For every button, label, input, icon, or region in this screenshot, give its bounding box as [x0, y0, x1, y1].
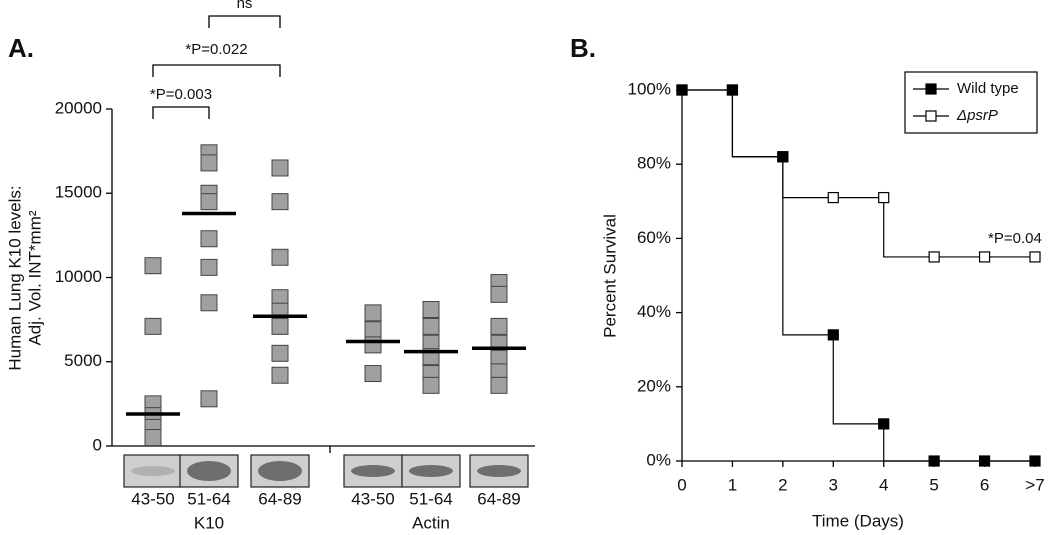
y-tick-label: 10000 [55, 267, 102, 286]
y-tick-label: 20% [637, 376, 671, 395]
blot-band [258, 461, 302, 481]
data-point [144, 429, 162, 447]
data-point [200, 294, 218, 312]
x-tick-label: 64-89 [258, 489, 301, 508]
data-point [364, 336, 382, 354]
data-point [978, 251, 991, 263]
data-point [422, 301, 440, 319]
data-point [928, 251, 940, 263]
data-point [200, 390, 218, 408]
bracket [152, 106, 210, 119]
legend-marker [925, 83, 937, 95]
panel-label: B. [570, 33, 596, 63]
x-tick-label: 51-64 [187, 489, 230, 508]
data-point [364, 321, 382, 339]
x-tick-label: 51-64 [409, 489, 452, 508]
x-tick-label: 2 [778, 475, 787, 494]
group-label: K10 [194, 513, 224, 532]
x-tick-label: 5 [929, 475, 938, 494]
data-point [1029, 455, 1041, 467]
data-point [422, 376, 440, 394]
legend-label: Wild type [957, 80, 1019, 97]
x-tick-label: 43-50 [351, 489, 394, 508]
data-point [777, 151, 789, 163]
blot-band [351, 465, 395, 477]
y-tick-label: 100% [628, 79, 671, 98]
data-point [200, 193, 218, 211]
x-tick-label: 4 [879, 475, 888, 494]
x-tick-label: 0 [677, 475, 686, 494]
x-tick-label: >7 [1025, 475, 1044, 494]
y-tick-label: 0 [93, 435, 102, 454]
data-point [144, 257, 162, 275]
y-tick-label: 40% [637, 302, 671, 321]
data-point [928, 455, 940, 467]
data-point [676, 84, 688, 96]
data-point [200, 154, 218, 172]
y-tick-label: 20000 [55, 98, 102, 117]
y-tick-label: 60% [637, 228, 671, 247]
y-axis-label: Human Lung K10 levels: [5, 185, 24, 370]
data-point [271, 248, 289, 266]
data-point [878, 191, 890, 204]
data-point [978, 455, 991, 467]
data-point [490, 317, 508, 335]
x-tick-label: 43-50 [131, 489, 174, 508]
annotation: ns [237, 0, 253, 12]
data-point [827, 191, 839, 204]
data-point [1029, 251, 1041, 263]
group-label: Actin [412, 513, 450, 532]
data-point [364, 365, 382, 383]
panel-label: A. [8, 33, 34, 63]
blot-band [477, 465, 521, 477]
data-point [271, 193, 289, 211]
x-tick-label: 64-89 [477, 489, 520, 508]
data-point [271, 366, 289, 384]
data-point [878, 418, 890, 430]
y-tick-label: 15000 [55, 183, 102, 202]
y-tick-label: 80% [637, 154, 671, 173]
bracket [152, 64, 281, 77]
x-tick-label: 6 [980, 475, 989, 494]
x-tick-label: 1 [728, 475, 737, 494]
y-axis-label: Percent Survival [600, 214, 619, 338]
data-point [271, 344, 289, 362]
blot-band [409, 465, 453, 477]
data-point [200, 230, 218, 248]
data-point [726, 84, 739, 96]
x-tick-label: 3 [829, 475, 838, 494]
y-tick-label: 5000 [64, 351, 102, 370]
data-point [200, 258, 218, 276]
data-point [271, 317, 289, 335]
data-point [364, 304, 382, 322]
y-axis-label: Adj. Vol. INT*mm² [25, 210, 44, 345]
data-point [490, 376, 508, 394]
x-axis-label: Time (Days) [812, 511, 904, 530]
bracket [208, 15, 281, 28]
annotation: *P=0.022 [185, 41, 247, 58]
blot-band [131, 466, 175, 476]
data-point [271, 159, 289, 177]
legend-label: ΔpsrP [956, 107, 998, 124]
step-line [682, 89, 1035, 462]
data-point [827, 329, 839, 341]
blot-band [187, 461, 231, 481]
data-point [144, 317, 162, 335]
legend-marker [925, 110, 937, 122]
data-point [490, 285, 508, 303]
y-tick-label: 0% [646, 450, 671, 469]
data-point [422, 317, 440, 335]
annotation: *P=0.04 [988, 230, 1042, 247]
legend-box [904, 71, 1038, 134]
annotation: *P=0.003 [150, 86, 212, 103]
